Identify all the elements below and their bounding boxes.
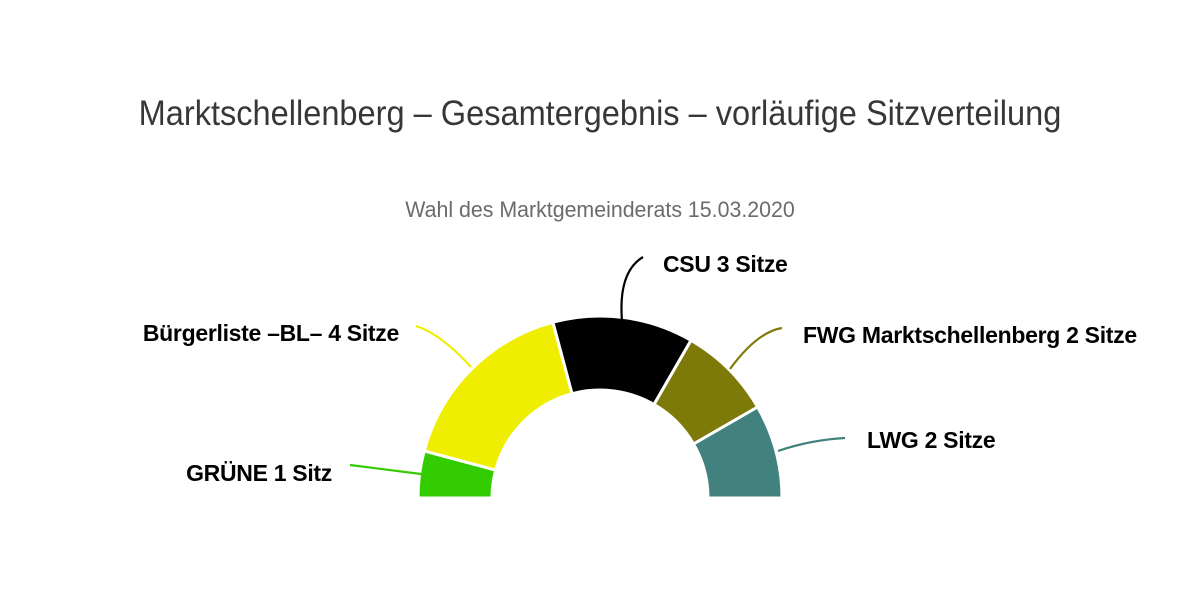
chart-subtitle: Wahl des Marktgemeinderats 15.03.2020	[405, 197, 795, 222]
label-buergerliste-bl: Bürgerliste –BL– 4 Sitze	[143, 320, 399, 346]
label-fwg-marktschellenberg: FWG Marktschellenberg 2 Sitze	[803, 322, 1137, 348]
label-csu: CSU 3 Sitze	[663, 251, 788, 277]
label-gruene: GRÜNE 1 Sitz	[186, 460, 332, 486]
slice-lwg[interactable]	[692, 405, 784, 500]
connector-fwg-marktschellenberg	[729, 326, 783, 370]
connector-gruene	[349, 463, 422, 476]
connector-buergerliste-bl	[415, 324, 472, 368]
connector-csu	[620, 256, 644, 322]
label-lwg: LWG 2 Sitze	[867, 427, 995, 453]
connector-lwg	[777, 436, 846, 453]
chart-title: Marktschellenberg – Gesamtergebnis – vor…	[138, 94, 1062, 133]
